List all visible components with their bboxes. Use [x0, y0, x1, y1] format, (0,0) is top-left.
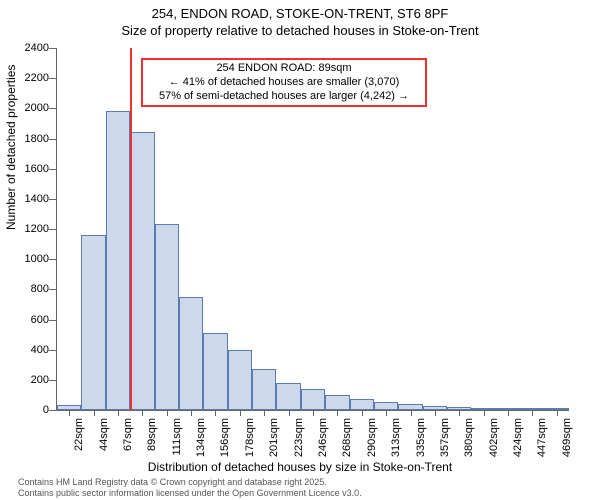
y-tick — [49, 108, 57, 109]
x-tick — [459, 410, 460, 416]
x-axis-title: Distribution of detached houses by size … — [0, 460, 600, 474]
x-tick — [167, 410, 168, 416]
footer-line2: Contains public sector information licen… — [18, 488, 362, 498]
histogram-bar — [252, 369, 276, 410]
x-tick — [289, 410, 290, 416]
x-tick-label: 89sqm — [146, 418, 158, 451]
y-tick-label: 2400 — [15, 42, 49, 54]
y-tick-label: 0 — [15, 404, 49, 416]
y-tick-label: 1600 — [15, 163, 49, 175]
x-tick — [69, 410, 70, 416]
annotation-line3: 57% of semi-detached houses are larger (… — [149, 90, 419, 104]
x-tick-label: 178sqm — [244, 418, 256, 457]
x-tick — [484, 410, 485, 416]
x-tick — [215, 410, 216, 416]
x-tick-label: 223sqm — [293, 418, 305, 457]
x-tick — [142, 410, 143, 416]
x-tick-label: 335sqm — [415, 418, 427, 457]
x-tick-label: 134sqm — [195, 418, 207, 457]
y-tick — [49, 48, 57, 49]
y-tick — [49, 169, 57, 170]
y-tick — [49, 229, 57, 230]
histogram-bar — [179, 297, 203, 410]
histogram-bar — [130, 132, 154, 410]
x-tick — [508, 410, 509, 416]
y-tick-label: 1000 — [15, 253, 49, 265]
x-tick — [264, 410, 265, 416]
x-tick — [240, 410, 241, 416]
histogram-bar — [350, 399, 374, 410]
y-tick — [49, 139, 57, 140]
y-tick — [49, 259, 57, 260]
y-tick-label: 1400 — [15, 193, 49, 205]
chart-title-line2: Size of property relative to detached ho… — [0, 23, 600, 38]
histogram-bar — [81, 235, 105, 410]
histogram-bar — [203, 333, 227, 410]
x-tick-label: 424sqm — [512, 418, 524, 457]
x-tick — [411, 410, 412, 416]
x-tick-label: 447sqm — [536, 418, 548, 457]
x-tick-label: 156sqm — [219, 418, 231, 457]
plot-area: 0200400600800100012001400160018002000220… — [56, 48, 569, 411]
histogram-bar — [374, 402, 398, 410]
x-tick — [386, 410, 387, 416]
x-tick — [313, 410, 314, 416]
histogram-bar — [276, 383, 300, 410]
x-tick — [118, 410, 119, 416]
x-tick — [191, 410, 192, 416]
histogram-bar — [301, 389, 325, 410]
x-tick-label: 357sqm — [439, 418, 451, 457]
y-tick-label: 800 — [15, 283, 49, 295]
y-tick-label: 1200 — [15, 223, 49, 235]
x-tick — [435, 410, 436, 416]
histogram-bar — [155, 224, 179, 410]
annotation-line1: 254 ENDON ROAD: 89sqm — [149, 62, 419, 76]
y-tick-label: 200 — [15, 374, 49, 386]
footer-line1: Contains HM Land Registry data © Crown c… — [18, 477, 362, 487]
property-marker-line — [130, 48, 132, 410]
chart-title-line1: 254, ENDON ROAD, STOKE-ON-TRENT, ST6 8PF — [0, 0, 600, 23]
annotation-box: 254 ENDON ROAD: 89sqm← 41% of detached h… — [141, 58, 427, 107]
x-tick — [94, 410, 95, 416]
footer-attribution: Contains HM Land Registry data © Crown c… — [18, 477, 362, 498]
y-tick-label: 400 — [15, 344, 49, 356]
x-tick-label: 469sqm — [561, 418, 573, 457]
chart-container: 254, ENDON ROAD, STOKE-ON-TRENT, ST6 8PF… — [0, 0, 600, 500]
histogram-bar — [325, 395, 349, 410]
x-tick-label: 111sqm — [171, 418, 183, 456]
y-tick — [49, 199, 57, 200]
y-tick-label: 2200 — [15, 72, 49, 84]
x-tick-label: 201sqm — [268, 418, 280, 457]
y-tick-label: 2000 — [15, 102, 49, 114]
histogram-bar — [228, 350, 252, 410]
y-tick-label: 600 — [15, 314, 49, 326]
x-tick — [337, 410, 338, 416]
x-tick-label: 268sqm — [341, 418, 353, 457]
y-axis-title: Number of detached properties — [4, 65, 18, 230]
y-tick — [49, 289, 57, 290]
y-tick — [49, 380, 57, 381]
y-tick — [49, 350, 57, 351]
x-tick-label: 246sqm — [317, 418, 329, 457]
x-tick-label: 22sqm — [73, 418, 85, 451]
y-tick — [49, 78, 57, 79]
x-tick-label: 313sqm — [390, 418, 402, 457]
x-tick-label: 402sqm — [488, 418, 500, 457]
x-tick-label: 44sqm — [98, 418, 110, 451]
x-tick — [532, 410, 533, 416]
x-tick-label: 290sqm — [366, 418, 378, 457]
x-tick-label: 380sqm — [463, 418, 475, 457]
y-tick — [49, 410, 57, 411]
y-tick — [49, 320, 57, 321]
x-tick — [362, 410, 363, 416]
x-tick — [557, 410, 558, 416]
histogram-bar — [106, 111, 130, 410]
y-tick-label: 1800 — [15, 133, 49, 145]
annotation-line2: ← 41% of detached houses are smaller (3,… — [149, 76, 419, 90]
x-tick-label: 67sqm — [122, 418, 134, 451]
